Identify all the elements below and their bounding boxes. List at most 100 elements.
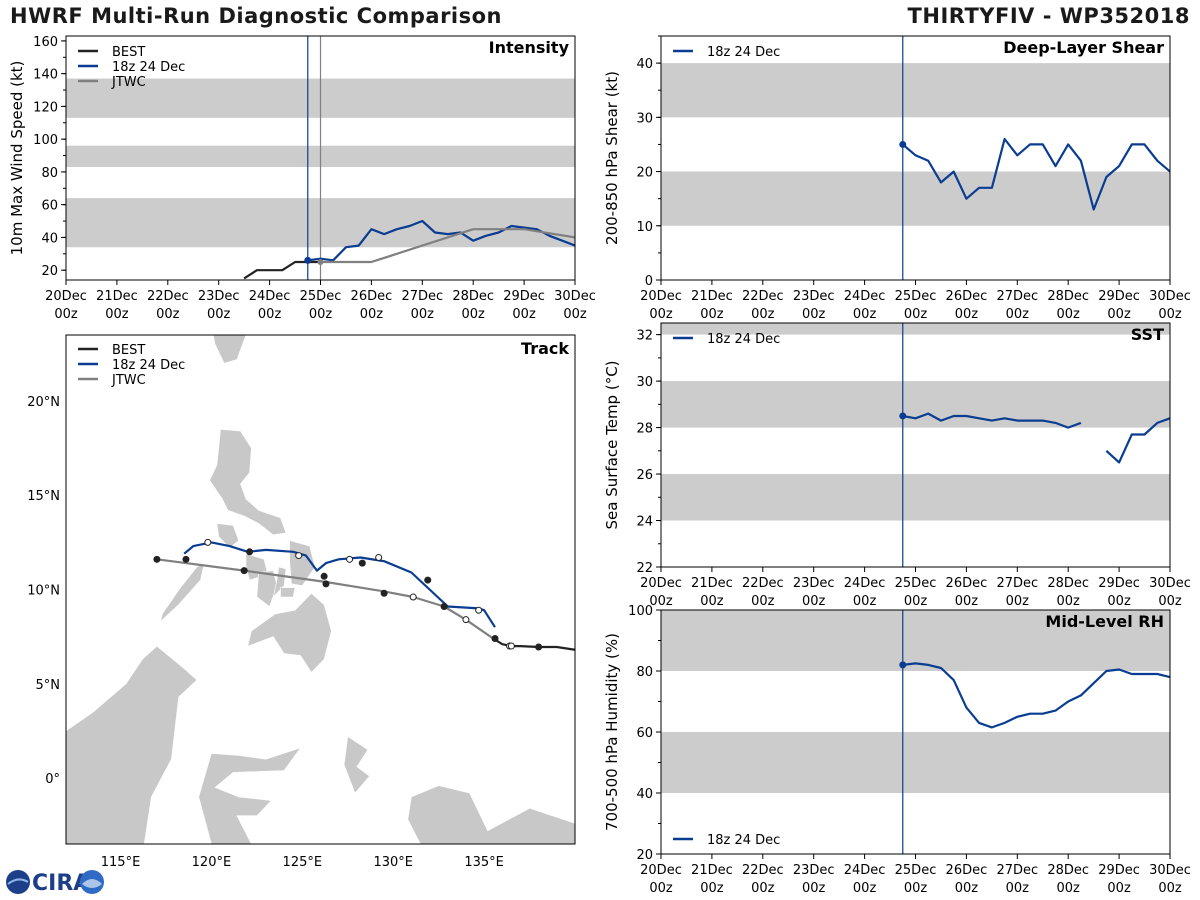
rh-x-tick-label-hour: 00z: [853, 881, 877, 896]
intensity-x-tick-label-hour: 00z: [563, 307, 587, 322]
land-mass: [272, 566, 287, 598]
intensity-x-tick-label: 24Dec: [249, 289, 291, 304]
track-legend-label: BEST: [112, 343, 145, 358]
shear-legend-label: 18z 24 Dec: [707, 45, 780, 60]
intensity-legend-label: BEST: [112, 45, 145, 60]
rh-band: [661, 732, 1170, 793]
rh-y-tick-label: 40: [636, 787, 653, 802]
shear-x-tick-label-hour: 00z: [1006, 307, 1030, 322]
shear-band: [661, 63, 1170, 118]
sst-band: [661, 381, 1170, 428]
rh-x-tick-label: 27Dec: [996, 863, 1038, 878]
sst-y-tick-label: 22: [636, 561, 653, 576]
sst-x-tick-label: 21Dec: [691, 576, 733, 591]
track-line: [156, 558, 494, 640]
intensity-x-tick-label-hour: 00z: [411, 307, 435, 322]
sst-y-tick-label: 32: [636, 329, 653, 344]
shear-x-tick-label: 23Dec: [793, 289, 835, 304]
track-point-open: [475, 606, 483, 614]
rh-panel: 20 40 60 80 100 20Dec 00z 21Dec 00z 22Dec 00z 23Dec…: [603, 604, 1191, 896]
sst-x-tick-label-hour: 00z: [649, 594, 673, 609]
cira-globe-icon: [6, 870, 30, 894]
intensity-x-tick-label: 30Dec: [554, 289, 596, 304]
shear-x-tick-label: 22Dec: [742, 289, 784, 304]
land-mass: [256, 570, 278, 607]
track-lat-label: 5°N: [36, 678, 61, 693]
rh-band: [661, 610, 1170, 671]
track-frame: [65, 334, 576, 845]
sst-y-tick-label: 28: [636, 422, 653, 437]
track-plot-area: [66, 335, 575, 844]
intensity-series-line: [243, 260, 321, 280]
land-mass: [209, 428, 287, 536]
track-legend-label: JTWC: [111, 373, 146, 388]
track-point-filled: [322, 580, 330, 588]
track-point-filled: [358, 559, 366, 567]
track-point-open: [346, 555, 354, 563]
track-point-open: [375, 553, 383, 561]
sst-legend-label: 18z 24 Dec: [707, 332, 780, 347]
sst-frame: [660, 322, 1171, 568]
cira-logo: CIRA: [6, 870, 104, 896]
sst-x-tick-label-hour: 00z: [904, 594, 928, 609]
track-lon-label: 115°E: [101, 855, 141, 870]
rh-x-tick-label: 21Dec: [691, 863, 733, 878]
intensity-y-tick-label: 120: [33, 100, 58, 115]
rh-x-tick-label-hour: 00z: [700, 881, 724, 896]
shear-band: [661, 171, 1170, 226]
track-point-open: [507, 642, 515, 650]
intensity-y-tick-label: 140: [33, 68, 58, 83]
shear-y-tick-label: 20: [636, 166, 653, 181]
shear-x-tick-label: 27Dec: [996, 289, 1038, 304]
track-point-filled: [424, 576, 432, 584]
track-point-filled: [240, 567, 248, 575]
shear-y-tick-label: 30: [636, 111, 653, 126]
shear-panel-title: Deep-Layer Shear: [1003, 38, 1164, 57]
shear-y-tick-label: 40: [636, 57, 653, 72]
intensity-x-tick-label: 21Dec: [96, 289, 138, 304]
shear-x-tick-label-hour: 00z: [853, 307, 877, 322]
rh-x-tick-label-hour: 00z: [649, 881, 673, 896]
figure-title: HWRF Multi-Run Diagnostic Comparison: [10, 4, 503, 28]
intensity-x-tick-label: 29Dec: [503, 289, 545, 304]
sst-x-tick-label: 27Dec: [996, 576, 1038, 591]
intensity-x-tick-label-hour: 00z: [105, 307, 129, 322]
rh-x-tick-label-hour: 00z: [1006, 881, 1030, 896]
sst-init-marker: [899, 412, 907, 420]
track-lat-label: 0°: [45, 772, 60, 787]
intensity-y-tick-label: 80: [41, 166, 58, 181]
intensity-panel: 20 40 60 80 100 120 140 160 20Dec 00z 21Dec 00z 22De…: [8, 35, 596, 322]
track-point-filled: [320, 572, 328, 580]
shear-x-tick-label-hour: 00z: [955, 307, 979, 322]
rh-x-tick-label-hour: 00z: [802, 881, 826, 896]
sst-band: [661, 474, 1170, 521]
land-mass: [66, 645, 198, 844]
intensity-x-tick-label: 22Dec: [147, 289, 189, 304]
intensity-x-tick-label-hour: 00z: [207, 307, 231, 322]
rh-plot-area: [661, 610, 1170, 854]
sst-x-tick-label-hour: 00z: [802, 594, 826, 609]
shear-series-line: [902, 137, 1170, 211]
sst-x-tick-label: 20Dec: [640, 576, 682, 591]
sst-band: [661, 323, 1170, 335]
rh-y-tick-label: 80: [636, 665, 653, 680]
track-panel: 115°E 120°E 125°E 130°E 135°E 0° 5°N 10°N 15°N 20…: [27, 334, 576, 870]
sst-x-tick-label-hour: 00z: [700, 594, 724, 609]
rh-y-axis-label: 700-500 hPa Humidity (%): [603, 633, 621, 831]
sst-panel-title: SST: [1131, 325, 1164, 344]
intensity-x-tick-label-hour: 00z: [156, 307, 180, 322]
sst-panel: 22 24 26 28 30 32 20Dec 00z 21Dec 00z 22Dec 00z 23De…: [603, 322, 1191, 609]
intensity-panel-title: Intensity: [489, 38, 570, 57]
sst-series-line: [902, 412, 1082, 429]
track-point-filled: [182, 555, 190, 563]
rh-init-marker: [899, 661, 907, 669]
track-lon-label: 135°E: [464, 855, 504, 870]
land-mass: [198, 747, 302, 844]
land-mass: [212, 335, 247, 364]
track-point-filled: [440, 602, 448, 610]
intensity-y-tick-label: 40: [41, 231, 58, 246]
sst-x-tick-label: 29Dec: [1098, 576, 1140, 591]
shear-x-tick-label-hour: 00z: [1057, 307, 1081, 322]
sst-y-tick-label: 30: [636, 375, 653, 390]
